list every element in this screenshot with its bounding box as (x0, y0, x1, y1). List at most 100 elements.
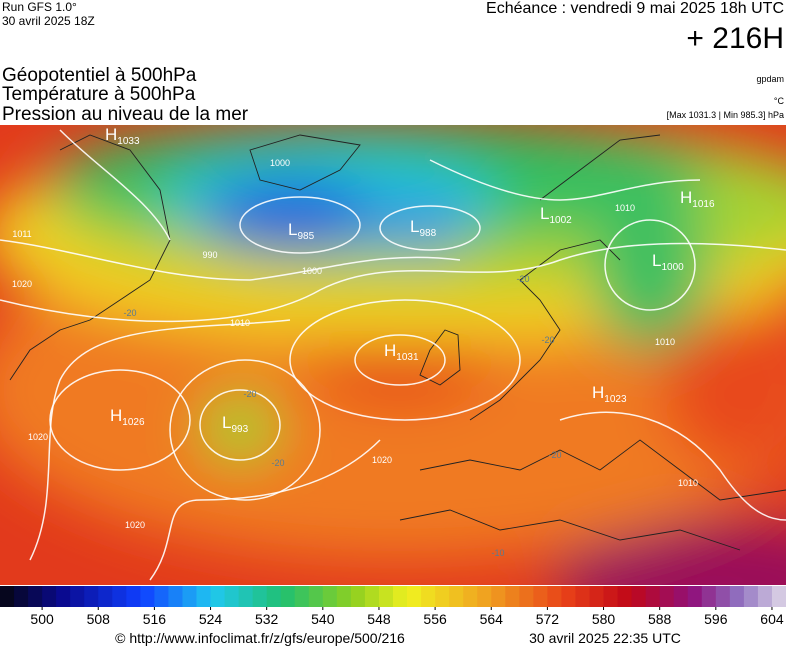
isobar-label: 1020 (125, 520, 145, 530)
center-value: 1031 (396, 352, 419, 363)
colorbar-cell (308, 586, 324, 607)
isobar-label: 1010 (615, 203, 635, 213)
isobar-label: 1010 (230, 318, 250, 328)
map-field (0, 125, 786, 585)
colorbar-cell (771, 586, 786, 607)
colorbar-cell (547, 586, 562, 607)
colorbar-cell (673, 586, 689, 607)
colorbar-cell (715, 586, 731, 607)
colorbar-cell (112, 586, 127, 607)
colorbar-cell (350, 586, 366, 607)
colorbar-cell (631, 586, 647, 607)
center-type: H (592, 383, 604, 402)
field-label: Température à 500hPa (2, 84, 196, 105)
colorbar-cell (322, 586, 338, 607)
colorbar-cell (519, 586, 534, 607)
colorbar-cell (659, 586, 675, 607)
colorbar-tick-label: 548 (367, 611, 391, 627)
isotherm-label: -20 (243, 389, 256, 399)
colorbar-cell (533, 586, 548, 607)
pressure-center: H1033 (105, 125, 140, 147)
field-label: Pression au niveau de la mer (2, 104, 249, 125)
colorbar-cell (575, 586, 590, 607)
center-value: 988 (419, 228, 436, 239)
colorbar-cell (154, 586, 169, 607)
isobar-label: 1010 (655, 337, 675, 347)
colorbar-tick-label: 524 (199, 611, 223, 627)
colorbar-tick-label: 508 (87, 611, 111, 627)
pressure-range: [Max 1031.3 | Min 985.3] hPa (667, 110, 784, 120)
colorbar-tick-label: 572 (536, 611, 560, 627)
center-value: 1000 (661, 262, 684, 273)
colorbar-cell (757, 586, 773, 607)
colorbar-cell (168, 586, 183, 607)
pressure-center: L1002 (540, 204, 572, 226)
colorbar-cell (294, 586, 310, 607)
colorbar-cell (42, 586, 57, 607)
colorbar-cell (252, 586, 268, 607)
pressure-center: L1000 (652, 251, 684, 273)
colorbar-cell (336, 586, 352, 607)
pressure-center: L988 (410, 217, 437, 239)
pressure-center: L993 (222, 413, 249, 435)
field-label: Géopotentiel à 500hPa (2, 65, 197, 86)
center-type: H (384, 341, 396, 360)
isobar-label: 1011 (12, 229, 31, 239)
source: © http://www.infoclimat.fr/z/gfs/europe/… (115, 630, 405, 646)
center-type: H (105, 125, 117, 144)
center-value: 1033 (117, 136, 140, 147)
colorbar-tick-label: 500 (30, 611, 54, 627)
center-type: L (540, 204, 549, 223)
isotherm-label: -20 (541, 335, 554, 345)
colorbar-cell (378, 586, 394, 607)
colorbar-cell (70, 586, 85, 607)
isobar-label: 990 (202, 250, 217, 260)
colorbar-cell (603, 586, 619, 607)
colorbar-cell (98, 586, 113, 607)
colorbar-cell (182, 586, 197, 607)
isotherm-label: -20 (123, 308, 136, 318)
isobar-label: 1000 (302, 266, 322, 276)
colorbar: 500 508 516 524 532 540 548 556 564 572 580 588 596 6… (0, 586, 786, 627)
colorbar-tick-label: 588 (648, 611, 672, 627)
colorbar-cell (645, 586, 661, 607)
isobar-label: 1020 (372, 455, 392, 465)
colorbar-cell (505, 586, 520, 607)
center-type: H (110, 406, 122, 425)
pressure-center: L985 (288, 220, 315, 242)
colorbar-tick-label: 580 (592, 611, 616, 627)
colorbar-cell (56, 586, 71, 607)
isobar-label: 1000 (270, 158, 290, 168)
colorbar-cell (224, 586, 240, 607)
colorbar-cell (477, 586, 492, 607)
colorbar-cell (238, 586, 254, 607)
colorbar-tick-label: 556 (423, 611, 447, 627)
colorbar-cell (561, 586, 576, 607)
colorbar-cell (435, 586, 450, 607)
colorbar-tick-label: 596 (704, 611, 728, 627)
center-type: L (222, 413, 231, 432)
isotherm-label: -20 (271, 458, 284, 468)
colorbar-cell (421, 586, 436, 607)
colorbar-cell (463, 586, 478, 607)
forecast-time: Echéance : vendredi 9 mai 2025 18h UTC (486, 0, 784, 17)
colorbar-cell (449, 586, 464, 607)
colorbar-cell (701, 586, 717, 607)
unit-geo: gpdam (756, 74, 784, 84)
colorbar-cell (743, 586, 759, 607)
colorbar-cell (126, 586, 141, 607)
isotherm-label: -20 (548, 450, 561, 460)
center-type: L (288, 220, 297, 239)
pressure-center: H1016 (680, 188, 715, 210)
colorbar-cell (84, 586, 99, 607)
pressure-center: H1026 (110, 406, 145, 428)
colorbar-cell (617, 586, 633, 607)
isobar-label: 1020 (28, 432, 48, 442)
colorbar-cell (28, 586, 43, 607)
center-value: 1016 (692, 199, 715, 210)
pressure-center: H1023 (592, 383, 627, 405)
colorbar-cell (280, 586, 296, 607)
pressure-center: H1031 (384, 341, 419, 363)
center-type: L (410, 217, 419, 236)
